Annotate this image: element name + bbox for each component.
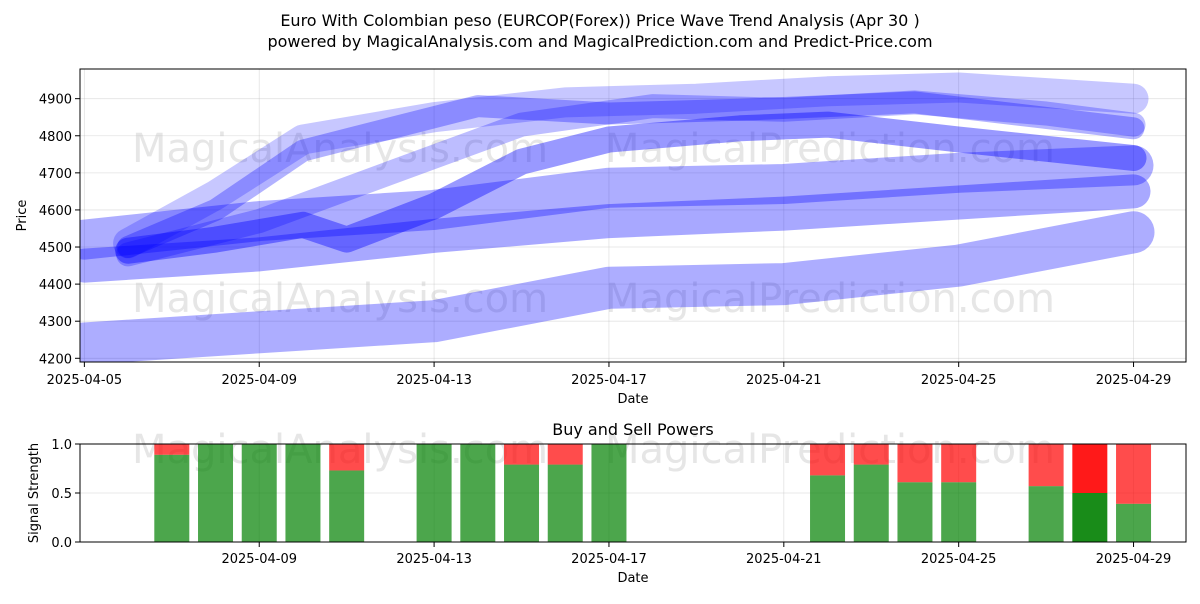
sell-bar (154, 444, 190, 455)
wave-series-group (80, 72, 1155, 362)
wave-series-5 (117, 91, 1145, 258)
y-tick-label: 4300 (39, 315, 72, 330)
buy-bar (1028, 486, 1064, 542)
sell-bar (810, 444, 846, 476)
x-tick-label: 2025-04-13 (396, 552, 472, 567)
top-plot-frame (79, 68, 1187, 363)
y-axis-label: Price (15, 200, 30, 232)
wave-series-3 (80, 145, 1154, 260)
watermark-text: MagicalAnalysis.com (132, 126, 548, 172)
y-tick-label: 4700 (39, 167, 72, 182)
sell-bar (547, 444, 583, 465)
buy-bar (241, 444, 277, 542)
watermark-text: MagicalPrediction.com (605, 276, 1055, 322)
sell-bar (941, 444, 977, 483)
buy-bar (460, 444, 496, 542)
buy-bar (1116, 503, 1152, 542)
x-tick-label: 2025-04-25 (921, 373, 997, 388)
x-tick-label: 2025-04-09 (221, 552, 297, 567)
sell-bar (504, 444, 540, 465)
buy-bar (897, 482, 933, 542)
x-tick-label: 2025-04-09 (221, 373, 297, 388)
buy-bar (1072, 493, 1108, 542)
x-tick-label: 2025-04-17 (571, 552, 647, 567)
y-tick-label: 0.0 (51, 536, 72, 551)
sell-bar (1116, 444, 1152, 504)
sell-bar (1072, 444, 1108, 493)
y-tick-label: 1.0 (51, 438, 72, 453)
y-tick-label: 4600 (39, 204, 72, 219)
price-wave-panel: MagicalAnalysis.com MagicalPrediction.com… (15, 68, 1187, 407)
sell-bar (1028, 444, 1064, 487)
x-tick-label: 2025-04-29 (1096, 552, 1172, 567)
y-tick-label: 4500 (39, 241, 72, 256)
wave-series-4 (115, 111, 1147, 264)
wave-series-6 (113, 72, 1149, 259)
x-axis-label: Date (617, 392, 648, 407)
chart-subtitle: powered by MagicalAnalysis.com and Magic… (267, 32, 932, 51)
buy-bar (504, 464, 540, 542)
x-tick-label: 2025-04-17 (571, 373, 647, 388)
y-tick-label: 4800 (39, 130, 72, 145)
sell-bar (897, 444, 933, 483)
buy-bar (329, 470, 365, 542)
sell-bar (853, 444, 889, 465)
x-tick-label: 2025-04-21 (746, 552, 822, 567)
bottom-chart-title: Buy and Sell Powers (552, 420, 714, 439)
buy-bar (198, 444, 234, 542)
buy-sell-panel: MagicalAnalysis.comMagicalPrediction.com… (27, 420, 1187, 586)
y-axis-label: Signal Strength (27, 443, 42, 543)
chart-title: Euro With Colombian peso (EURCOP(Forex))… (280, 11, 919, 30)
y-tick-label: 4900 (39, 93, 72, 108)
buy-bar (285, 444, 321, 542)
y-tick-label: 4400 (39, 278, 72, 293)
watermark-text: MagicalAnalysis.com (132, 276, 548, 322)
buy-bar (810, 475, 846, 542)
buy-bar (941, 482, 977, 542)
sell-bar (329, 444, 365, 471)
x-tick-label: 2025-04-25 (921, 552, 997, 567)
y-tick-label: 0.5 (51, 487, 72, 502)
x-axis-label: Date (617, 571, 648, 586)
wave-series-7 (116, 90, 1146, 267)
buy-bar (591, 444, 627, 542)
x-tick-label: 2025-04-21 (746, 373, 822, 388)
wave-series-2 (80, 174, 1151, 283)
x-tick-label: 2025-04-05 (47, 373, 123, 388)
x-tick-label: 2025-04-13 (396, 373, 472, 388)
watermark-text: MagicalPrediction.com (605, 126, 1055, 172)
wave-series-1 (80, 211, 1155, 362)
buy-bar (154, 454, 190, 542)
buy-bar (416, 444, 452, 542)
y-tick-label: 4200 (39, 352, 72, 367)
buy-bar (853, 464, 889, 542)
buy-bar (547, 464, 583, 542)
x-tick-label: 2025-04-29 (1096, 373, 1172, 388)
